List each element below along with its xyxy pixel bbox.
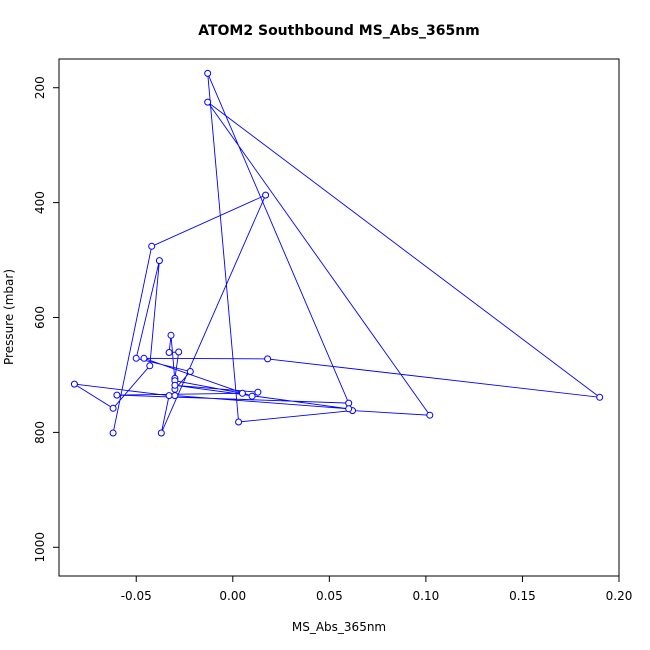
data-point — [186, 368, 194, 375]
data-point — [113, 391, 121, 399]
data-point — [175, 348, 183, 356]
x-axis-label: MS_Abs_365nm — [292, 620, 386, 634]
data-point — [264, 355, 272, 363]
x-tick-label: 0.00 — [219, 589, 246, 603]
x-tick-label: 0.15 — [509, 589, 536, 603]
data-point — [238, 389, 246, 397]
data-point — [167, 331, 175, 339]
y-tick-label: 600 — [33, 306, 47, 329]
y-tick-label: 400 — [33, 191, 47, 214]
data-point — [171, 381, 179, 389]
x-axis: -0.05 0.00 0.05 0.10 0.15 0.20 — [121, 575, 633, 603]
data-point — [140, 354, 148, 362]
data-point — [204, 69, 212, 77]
y-axis: 200 400 600 800 1000 — [33, 76, 60, 563]
x-tick-label: 0.10 — [413, 589, 440, 603]
plot-frame — [58, 58, 620, 577]
data-point — [204, 98, 212, 106]
data-point — [345, 405, 353, 413]
data-point — [254, 388, 262, 396]
y-axis-label: Pressure (mbar) — [2, 269, 16, 365]
data-point — [109, 429, 117, 437]
data-point — [155, 257, 163, 265]
chart-title: ATOM2 Southbound MS_Abs_365nm — [198, 23, 480, 39]
x-tick-label: -0.05 — [121, 589, 152, 603]
data-point — [596, 393, 604, 401]
data-point — [235, 418, 243, 426]
series-line — [74, 73, 602, 434]
y-tick-label: 1000 — [33, 532, 47, 563]
data-point — [132, 354, 140, 362]
data-point — [262, 191, 270, 199]
data-point — [165, 392, 173, 400]
series-layer — [70, 69, 604, 437]
x-tick-label: 0.05 — [316, 589, 343, 603]
y-tick-label: 200 — [33, 76, 47, 99]
data-point — [345, 399, 353, 407]
data-point — [165, 349, 173, 356]
y-tick-label: 800 — [33, 421, 47, 444]
data-point — [157, 429, 165, 437]
data-point — [146, 362, 154, 370]
data-point — [248, 392, 256, 400]
data-point — [148, 242, 156, 250]
data-point — [109, 404, 117, 412]
data-point — [426, 411, 434, 419]
data-point — [171, 392, 179, 400]
data-point — [70, 380, 78, 388]
x-tick-label: 0.20 — [606, 589, 633, 603]
